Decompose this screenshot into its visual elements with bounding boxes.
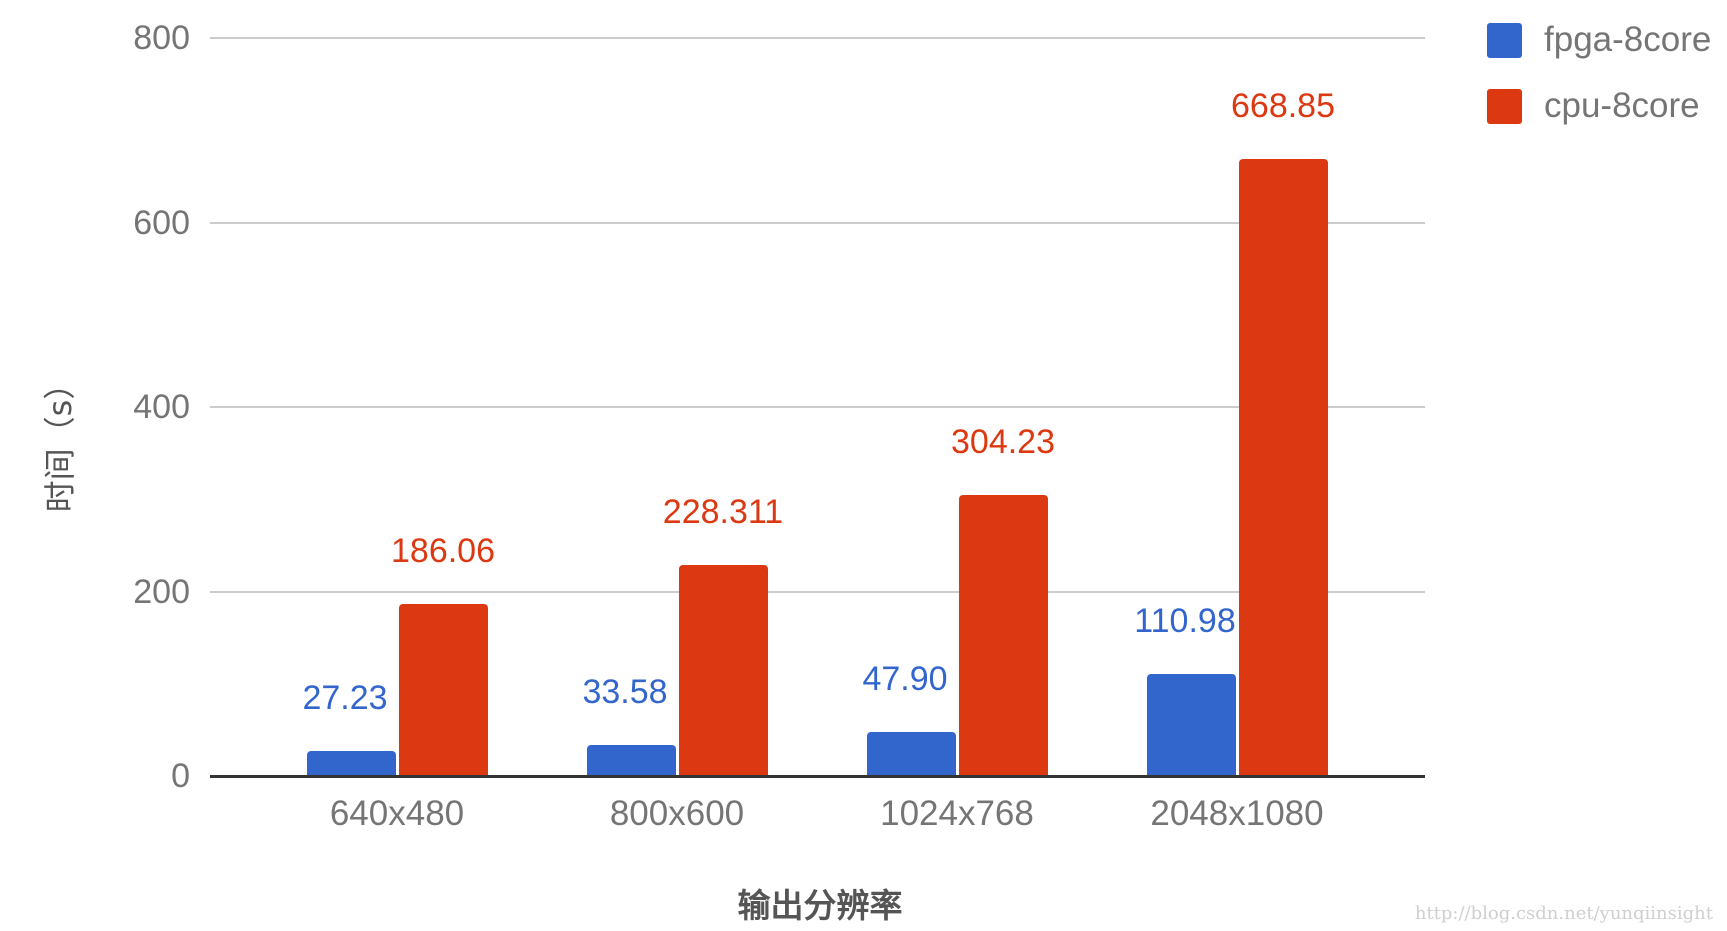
x-axis-title: 输出分辨率 <box>737 886 903 925</box>
bar-cpu-8core-800x600[interactable] <box>678 565 768 776</box>
gridline <box>210 221 1425 224</box>
legend-swatch-icon <box>1487 22 1522 58</box>
x-tick-label: 2048x1080 <box>1150 794 1324 833</box>
data-label: 47.90 <box>862 659 948 698</box>
x-tick-label: 800x600 <box>609 794 745 833</box>
data-label: 228.311 <box>662 493 784 532</box>
y-tick-label: 200 <box>133 572 190 611</box>
data-label: 110.98 <box>1134 601 1236 640</box>
bar-cpu-8core-640x480[interactable] <box>398 604 488 776</box>
data-label: 668.85 <box>1231 86 1335 125</box>
legend-swatch-icon <box>1487 88 1522 124</box>
bar-fpga-8core-1024x768[interactable] <box>866 731 956 776</box>
gridline <box>210 37 1425 39</box>
watermark: http://blog.csdn.net/yunqiinsight <box>1414 903 1713 924</box>
y-tick-label: 600 <box>133 203 190 242</box>
legend-label: cpu-8core <box>1544 86 1700 125</box>
y-tick-label: 800 <box>133 19 190 57</box>
legend-item-fpga[interactable]: fpga-8core <box>1487 20 1712 59</box>
data-label: 33.58 <box>582 673 668 712</box>
bar-fpga-8core-640x480[interactable] <box>306 750 396 776</box>
x-tick-label: 1024x768 <box>880 794 1034 833</box>
bar-cpu-8core-2048x1080[interactable] <box>1238 158 1328 776</box>
data-label: 186.06 <box>391 532 495 571</box>
x-tick-label: 640x480 <box>329 794 465 833</box>
bar-cpu-8core-1024x768[interactable] <box>958 495 1048 776</box>
legend-label: fpga-8core <box>1544 20 1712 59</box>
data-label: 27.23 <box>302 678 388 717</box>
y-tick-label: 0 <box>171 757 190 795</box>
x-axis-baseline <box>210 775 1425 778</box>
bar-fpga-8core-2048x1080[interactable] <box>1146 673 1236 776</box>
gridline <box>210 406 1425 408</box>
legend-item-cpu[interactable]: cpu-8core <box>1487 86 1700 125</box>
bar-fpga-8core-800x600[interactable] <box>586 745 676 776</box>
y-tick-label: 400 <box>133 388 190 426</box>
gridline <box>210 590 1425 593</box>
y-axis-title: 时间（s） <box>41 367 79 513</box>
data-label: 304.23 <box>951 423 1055 462</box>
